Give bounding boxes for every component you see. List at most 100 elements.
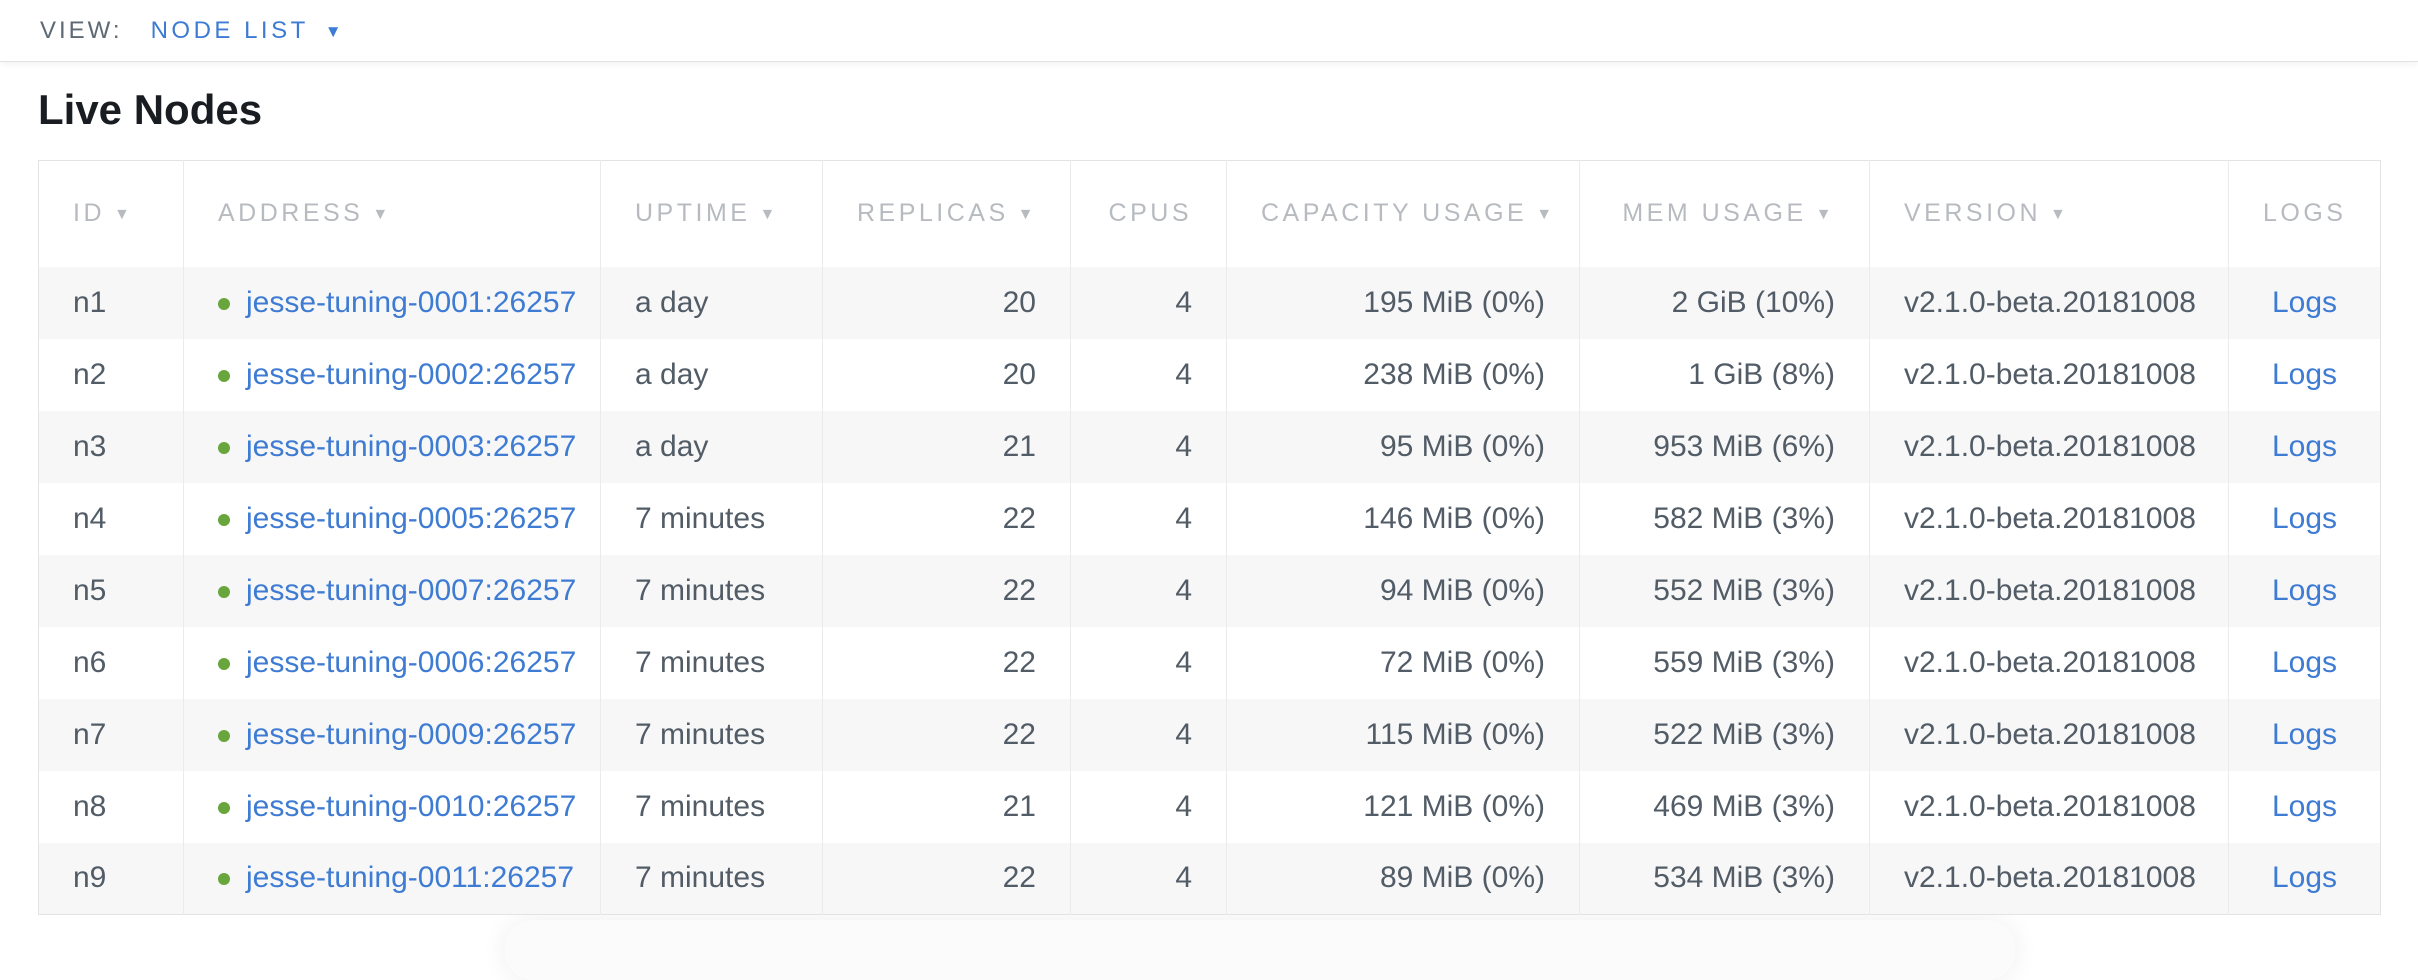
caret-down-icon: ▼ [324,21,346,41]
live-nodes-table: ID ▼ ADDRESS ▼ UPTIME ▼ REPLICAS ▼ CPUS CAPACITY … [38,160,2381,915]
node-id-cell: n8 [39,771,184,843]
column-header-address[interactable]: ADDRESS ▼ [183,160,601,267]
node-address-link[interactable]: jesse-tuning-0003:26257 [246,429,577,463]
cell-value: 559 MiB (3%) [1653,645,1835,679]
node-logs-link[interactable]: Logs [2271,645,2338,679]
node-address-link[interactable]: jesse-tuning-0011:26257 [246,861,575,895]
node-live-status-icon [218,441,230,454]
node-replicas-cell: 22 [822,698,1071,771]
node-uptime-cell: 7 minutes [600,626,823,699]
column-header-capacity_usage[interactable]: CAPACITY USAGE ▼ [1226,160,1580,267]
sort-desc-icon: ▼ [759,206,779,224]
node-address-link[interactable]: jesse-tuning-0007:26257 [246,573,577,607]
node-cpus-cell: 4 [1070,266,1227,339]
cell-value: 4 [1175,429,1192,463]
node-address-cell: jesse-tuning-0002:26257 [183,338,601,411]
column-header-label: VERSION [1904,199,2042,228]
node-uptime-cell: a day [600,410,823,483]
cell-value: 72 MiB (0%) [1379,645,1545,679]
node-mem-usage-cell: 522 MiB (3%) [1579,698,1870,771]
view-selected-value: NODE LIST [150,16,309,44]
table-header-row: ID ▼ ADDRESS ▼ UPTIME ▼ REPLICAS ▼ CPUS CAPACITY … [38,160,2381,267]
node-address-link[interactable]: jesse-tuning-0002:26257 [246,357,577,391]
cell-value: n2 [73,357,107,391]
cell-value: 552 MiB (3%) [1653,573,1835,607]
column-header-mem_usage[interactable]: MEM USAGE ▼ [1579,160,1870,267]
table-body: n1 jesse-tuning-0001:26257 a day 20 4 195 MiB… [38,266,2381,915]
node-logs-link[interactable]: Logs [2271,717,2338,751]
column-header-label: MEM USAGE [1622,199,1807,228]
cell-value: 20 [1002,285,1036,319]
node-logs-cell: Logs [2228,770,2381,843]
table-row: n9 jesse-tuning-0011:26257 7 minutes 22 4 89 … [38,842,2381,915]
node-uptime-cell: 7 minutes [600,482,823,555]
cell-value: v2.1.0-beta.20181008 [1904,861,2196,895]
node-address-link[interactable]: jesse-tuning-0010:26257 [246,789,577,823]
node-logs-link[interactable]: Logs [2271,429,2338,463]
node-cpus-cell: 4 [1070,554,1227,627]
column-header-uptime[interactable]: UPTIME ▼ [600,160,823,267]
view-selector-dropdown[interactable]: NODE LIST ▼ [151,17,346,45]
node-replicas-cell: 20 [822,266,1071,339]
cell-value: 4 [1175,861,1192,895]
cell-value: 7 minutes [635,861,766,895]
node-address-link[interactable]: jesse-tuning-0001:26257 [246,285,577,319]
node-logs-link[interactable]: Logs [2271,573,2338,607]
cell-value: 7 minutes [635,717,766,751]
cell-value: n9 [73,861,107,895]
node-address-link[interactable]: jesse-tuning-0005:26257 [246,501,577,535]
cell-value: 1 GiB (8%) [1688,357,1835,391]
node-capacity-usage-cell: 94 MiB (0%) [1226,554,1580,627]
column-header-replicas[interactable]: REPLICAS ▼ [822,160,1071,267]
cell-value: 22 [1002,573,1036,607]
node-address-link[interactable]: jesse-tuning-0006:26257 [246,645,577,679]
node-version-cell: v2.1.0-beta.20181008 [1869,266,2229,339]
cell-value: 534 MiB (3%) [1653,861,1835,895]
node-logs-cell: Logs [2228,338,2381,411]
cell-value: a day [635,429,709,463]
cell-value: v2.1.0-beta.20181008 [1904,501,2196,535]
node-replicas-cell: 22 [822,554,1071,627]
cell-value: 4 [1175,789,1192,823]
node-cpus-cell: 4 [1070,482,1227,555]
node-version-cell: v2.1.0-beta.20181008 [1869,482,2229,555]
cell-value: n8 [73,789,107,823]
node-cpus-cell: 4 [1070,842,1227,915]
node-address-link[interactable]: jesse-tuning-0009:26257 [246,717,577,751]
node-replicas-cell: 22 [822,842,1071,915]
table-row: n3 jesse-tuning-0003:26257 a day 21 4 95 MiB … [38,410,2381,483]
view-bar: VIEW: NODE LIST ▼ [0,0,2418,62]
node-live-status-icon [218,873,230,886]
node-cpus-cell: 4 [1070,770,1227,843]
table-header: ID ▼ ADDRESS ▼ UPTIME ▼ REPLICAS ▼ CPUS CAPACITY … [38,160,2381,267]
cell-value: v2.1.0-beta.20181008 [1904,717,2196,751]
view-label: VIEW: [40,16,123,44]
column-header-label: CPUS [1108,199,1192,228]
column-header-version[interactable]: VERSION ▼ [1869,160,2229,267]
node-capacity-usage-cell: 95 MiB (0%) [1226,410,1580,483]
cell-value: v2.1.0-beta.20181008 [1904,573,2196,607]
cell-value: 121 MiB (0%) [1363,789,1545,823]
cell-value: 582 MiB (3%) [1653,501,1835,535]
node-logs-cell: Logs [2228,842,2381,915]
node-logs-link[interactable]: Logs [2271,861,2338,895]
node-address-cell: jesse-tuning-0001:26257 [183,266,601,339]
cell-value: n1 [73,285,107,319]
node-version-cell: v2.1.0-beta.20181008 [1869,410,2229,483]
node-logs-link[interactable]: Logs [2271,285,2338,319]
cell-value: 4 [1175,573,1192,607]
node-logs-link[interactable]: Logs [2271,789,2338,823]
cell-value: 94 MiB (0%) [1379,573,1545,607]
node-address-cell: jesse-tuning-0007:26257 [183,554,601,627]
node-capacity-usage-cell: 121 MiB (0%) [1226,770,1580,843]
node-logs-link[interactable]: Logs [2271,501,2338,535]
node-uptime-cell: 7 minutes [600,770,823,843]
column-header-label: ID [73,199,105,228]
column-header-id[interactable]: ID ▼ [38,160,184,267]
node-logs-link[interactable]: Logs [2271,357,2338,391]
node-version-cell: v2.1.0-beta.20181008 [1869,338,2229,411]
sort-desc-icon: ▼ [372,206,392,224]
table-row: n1 jesse-tuning-0001:26257 a day 20 4 195 MiB… [38,266,2381,339]
cell-value: 4 [1175,501,1192,535]
cell-value: 4 [1175,717,1192,751]
